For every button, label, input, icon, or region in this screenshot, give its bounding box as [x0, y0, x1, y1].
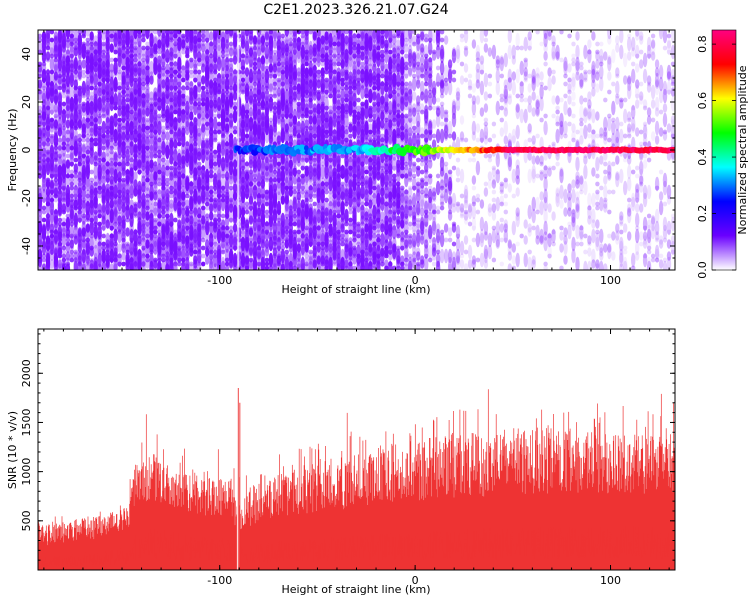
colorbar-tick-label: 0.0: [696, 261, 709, 279]
snr-xlabel: Height of straight line (km): [281, 583, 430, 596]
colorbar-bar: [711, 29, 737, 271]
spectrogram-ylabel: Frequency (Hz): [6, 109, 19, 192]
spectrogram-xtick-label: 100: [600, 274, 621, 287]
colorbar: 0.0 0.2 0.4 0.6 0.8 Normalized spectral ampl…: [696, 29, 749, 279]
colorbar-tick-label: 0.4: [696, 148, 709, 166]
colorbar-ticks: 0.0 0.2 0.4 0.6 0.8: [696, 35, 736, 279]
snr-ytick-label: 2000: [20, 359, 33, 387]
snr-xtick-label: -100: [207, 574, 232, 587]
colorbar-tick-label: 0.8: [696, 35, 709, 53]
snr-line: [38, 389, 675, 567]
snr-ytick-label: 1500: [20, 408, 33, 436]
colorbar-tick-label: 0.2: [696, 205, 709, 223]
snr-panel: -100 0 100 500 1000 1500 2000 Height of straig…: [6, 328, 676, 596]
snr-ytick-label: 500: [20, 510, 33, 531]
snr-series: [38, 388, 675, 570]
spectrogram-heatmap: [38, 30, 675, 270]
snr-frame: [37, 328, 676, 571]
spectrogram-panel: -100 0 100 -40 -20 0 20 40 Height of straight l…: [6, 29, 676, 296]
spectrogram-frame: [37, 29, 676, 271]
snr-ytick-label: 1000: [20, 458, 33, 486]
figure-title: C2E1.2023.326.21.07.G24: [263, 2, 448, 18]
spectrogram-ytick-label: -20: [20, 189, 33, 207]
signal-line: [233, 143, 675, 157]
snr-xtick-label: 100: [600, 574, 621, 587]
snr-axes: -100 0 100 500 1000 1500 2000: [20, 329, 675, 587]
spectrogram-axes: -100 0 100 -40 -20 0 20 40: [20, 29, 675, 287]
colorbar-label: Normalized spectral amplitude: [736, 65, 749, 234]
snr-ylabel: SNR (10 * v/v): [6, 411, 19, 489]
spectrogram-ytick-label: -40: [20, 237, 33, 255]
spectrogram-xlabel: Height of straight line (km): [281, 283, 430, 296]
colorbar-tick-label: 0.6: [696, 92, 709, 110]
spectrogram-xtick-label: 0: [412, 274, 419, 287]
spectrogram-ytick-label: 20: [20, 95, 33, 109]
snr-spike: [237, 388, 241, 570]
spectrogram-ytick-label: 40: [20, 47, 33, 61]
snr-xtick-label: 0: [412, 574, 419, 587]
spectrogram-ytick-label: 0: [20, 147, 33, 154]
spectrogram-xtick-label: -100: [207, 274, 232, 287]
